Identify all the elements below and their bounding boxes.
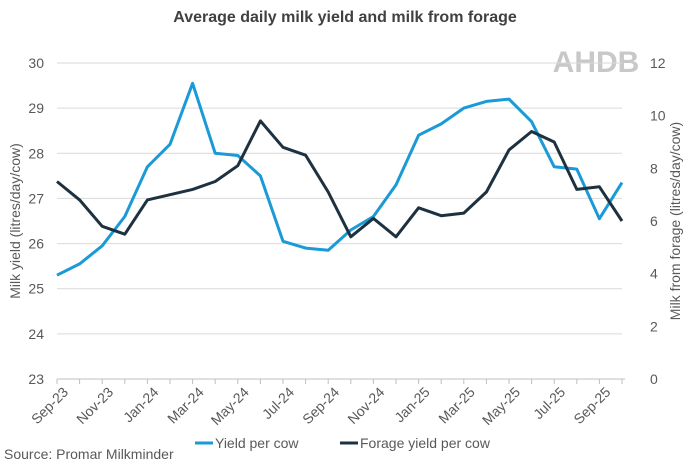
y2-tick-label: 6 — [650, 213, 658, 229]
y2-axis-label: Milk from forage (litres/day/cow) — [667, 122, 683, 320]
x-tick-label: Mar-25 — [435, 384, 478, 427]
x-tick-label: Sep-25 — [570, 384, 613, 427]
series-line — [56, 81, 624, 277]
y-tick-label: 29 — [28, 100, 44, 116]
legend-label: Yield per cow — [215, 435, 299, 451]
x-tick-label: Jan-24 — [120, 384, 162, 426]
y-tick-label: 23 — [28, 371, 44, 387]
x-tick-label: Sep-23 — [28, 384, 71, 427]
y2-tick-label: 0 — [650, 371, 658, 387]
x-tick-label: Mar-24 — [164, 384, 207, 427]
x-tick-label: Jul-24 — [259, 384, 297, 422]
y-tick-label: 26 — [28, 236, 44, 252]
y-axis-label: Milk yield (litres/day/cow) — [7, 143, 23, 299]
x-tick-label: May-25 — [479, 384, 523, 428]
legend-label: Forage yield per cow — [360, 435, 491, 451]
y-tick-label: 28 — [28, 145, 44, 161]
x-tick-label: Jul-25 — [530, 384, 568, 422]
y2-tick-label: 8 — [650, 160, 658, 176]
x-tick-label: Jan-25 — [391, 384, 433, 426]
y2-tick-label: 10 — [650, 108, 666, 124]
chart-title: Average daily milk yield and milk from f… — [173, 9, 517, 26]
x-tick-label: May-24 — [208, 384, 252, 428]
y2-tick-label: 12 — [650, 55, 666, 71]
x-tick-label: Nov-24 — [344, 384, 387, 427]
source: Source: Promar Milkminder — [4, 446, 174, 462]
y2-tick-label: 2 — [650, 318, 658, 334]
y-tick-label: 24 — [28, 326, 44, 342]
y-tick-label: 27 — [28, 190, 44, 206]
y-tick-label: 25 — [28, 281, 44, 297]
x-tick-label: Sep-24 — [299, 384, 342, 427]
x-tick-label: Nov-23 — [73, 384, 116, 427]
y-tick-label: 30 — [28, 55, 44, 71]
series-line — [56, 119, 624, 239]
y2-tick-label: 4 — [650, 266, 658, 282]
